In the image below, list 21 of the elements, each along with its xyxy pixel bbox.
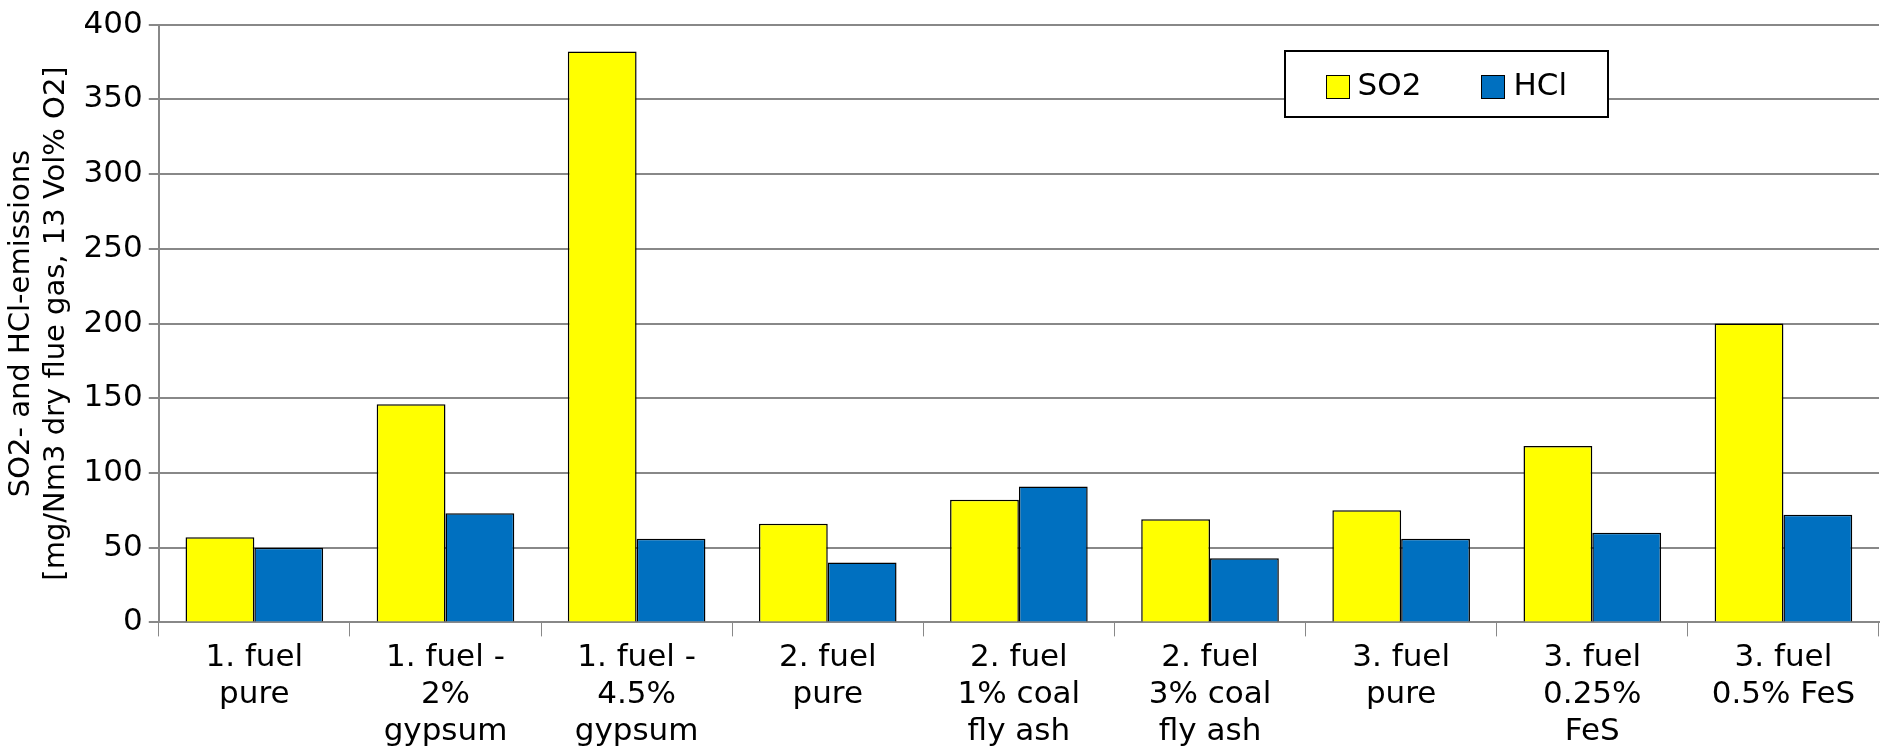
x-tick-label: 2. fuel 3% coal fly ash <box>1148 637 1272 748</box>
y-tick-label: 350 <box>83 78 143 115</box>
y-tick-label: 200 <box>83 302 143 339</box>
y-tick-label: 300 <box>83 153 143 190</box>
x-tick-label: 3. fuel 0.25% FeS <box>1543 637 1642 748</box>
x-tick-label: 3. fuel pure <box>1352 637 1450 711</box>
y-axis-title: SO2- and HCl-emissions [mg/Nm3 dry flue gas, 13 Vol% O2] <box>1 66 71 581</box>
x-tick-label: 2. fuel pure <box>778 637 877 711</box>
legend-label: HCl <box>1512 66 1567 102</box>
y-tick-label: 50 <box>103 526 143 563</box>
y-tick-label: 100 <box>83 452 143 488</box>
legend-label: SO2 <box>1356 66 1422 102</box>
y-tick-label: 400 <box>83 3 143 40</box>
y-tick-label: 150 <box>83 377 143 414</box>
x-tick-label: 3. fuel 0.5% FeS <box>1711 637 1856 711</box>
x-tick-label: 2. fuel 1% coal fly ash <box>957 637 1081 748</box>
y-tick-label: 250 <box>83 227 143 264</box>
x-tick-label: 1. fuel - 2% gypsum <box>383 637 508 748</box>
x-tick-label: 1. fuel pure <box>205 637 304 711</box>
x-tick-label: 1. fuel - 4.5% gypsum <box>574 637 699 748</box>
y-tick-label: 0 <box>123 601 143 638</box>
